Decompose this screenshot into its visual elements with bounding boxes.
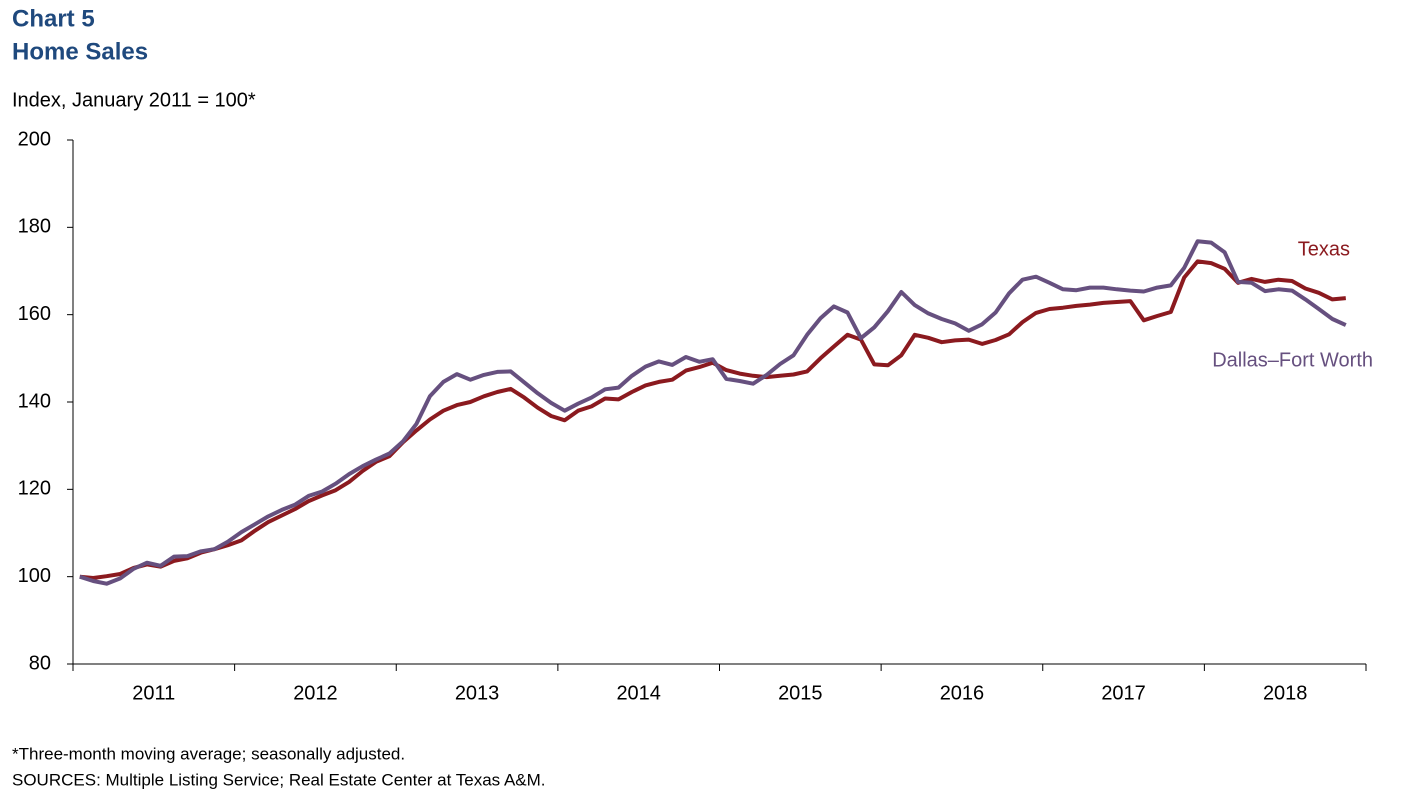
- y-tick-label: 120: [18, 478, 51, 500]
- chart-title: Home Sales: [12, 38, 148, 65]
- y-tick-label: 80: [29, 652, 51, 674]
- y-tick-label: 200: [18, 128, 51, 150]
- x-tick-label: 2011: [132, 682, 175, 704]
- data-line: [79, 259, 1346, 580]
- chart-label: Chart 5: [12, 5, 95, 32]
- x-tick-label: 2015: [778, 682, 823, 704]
- y-tick-label: 100: [18, 565, 51, 587]
- x-tick-label: 2017: [1101, 682, 1146, 704]
- x-tick-label: 2012: [293, 682, 338, 704]
- source-note: SOURCES: Multiple Listing Service; Real …: [12, 770, 546, 789]
- x-tick-label: 2013: [455, 682, 500, 704]
- y-tick-label: 160: [18, 303, 51, 325]
- x-tick-label: 2018: [1263, 682, 1308, 704]
- footnote: *Three-month moving average; seasonally …: [12, 744, 405, 763]
- x-tick-label: 2016: [940, 682, 985, 704]
- x-tick-label: 2014: [616, 682, 661, 704]
- y-axis-label: Index, January 2011 = 100*: [12, 89, 256, 111]
- y-tick-label: 140: [18, 390, 51, 412]
- y-tick-label: 180: [18, 216, 51, 238]
- series-label: Dallas–Fort Worth: [1212, 349, 1373, 371]
- series-label: Texas: [1298, 238, 1350, 260]
- data-line: [79, 239, 1347, 586]
